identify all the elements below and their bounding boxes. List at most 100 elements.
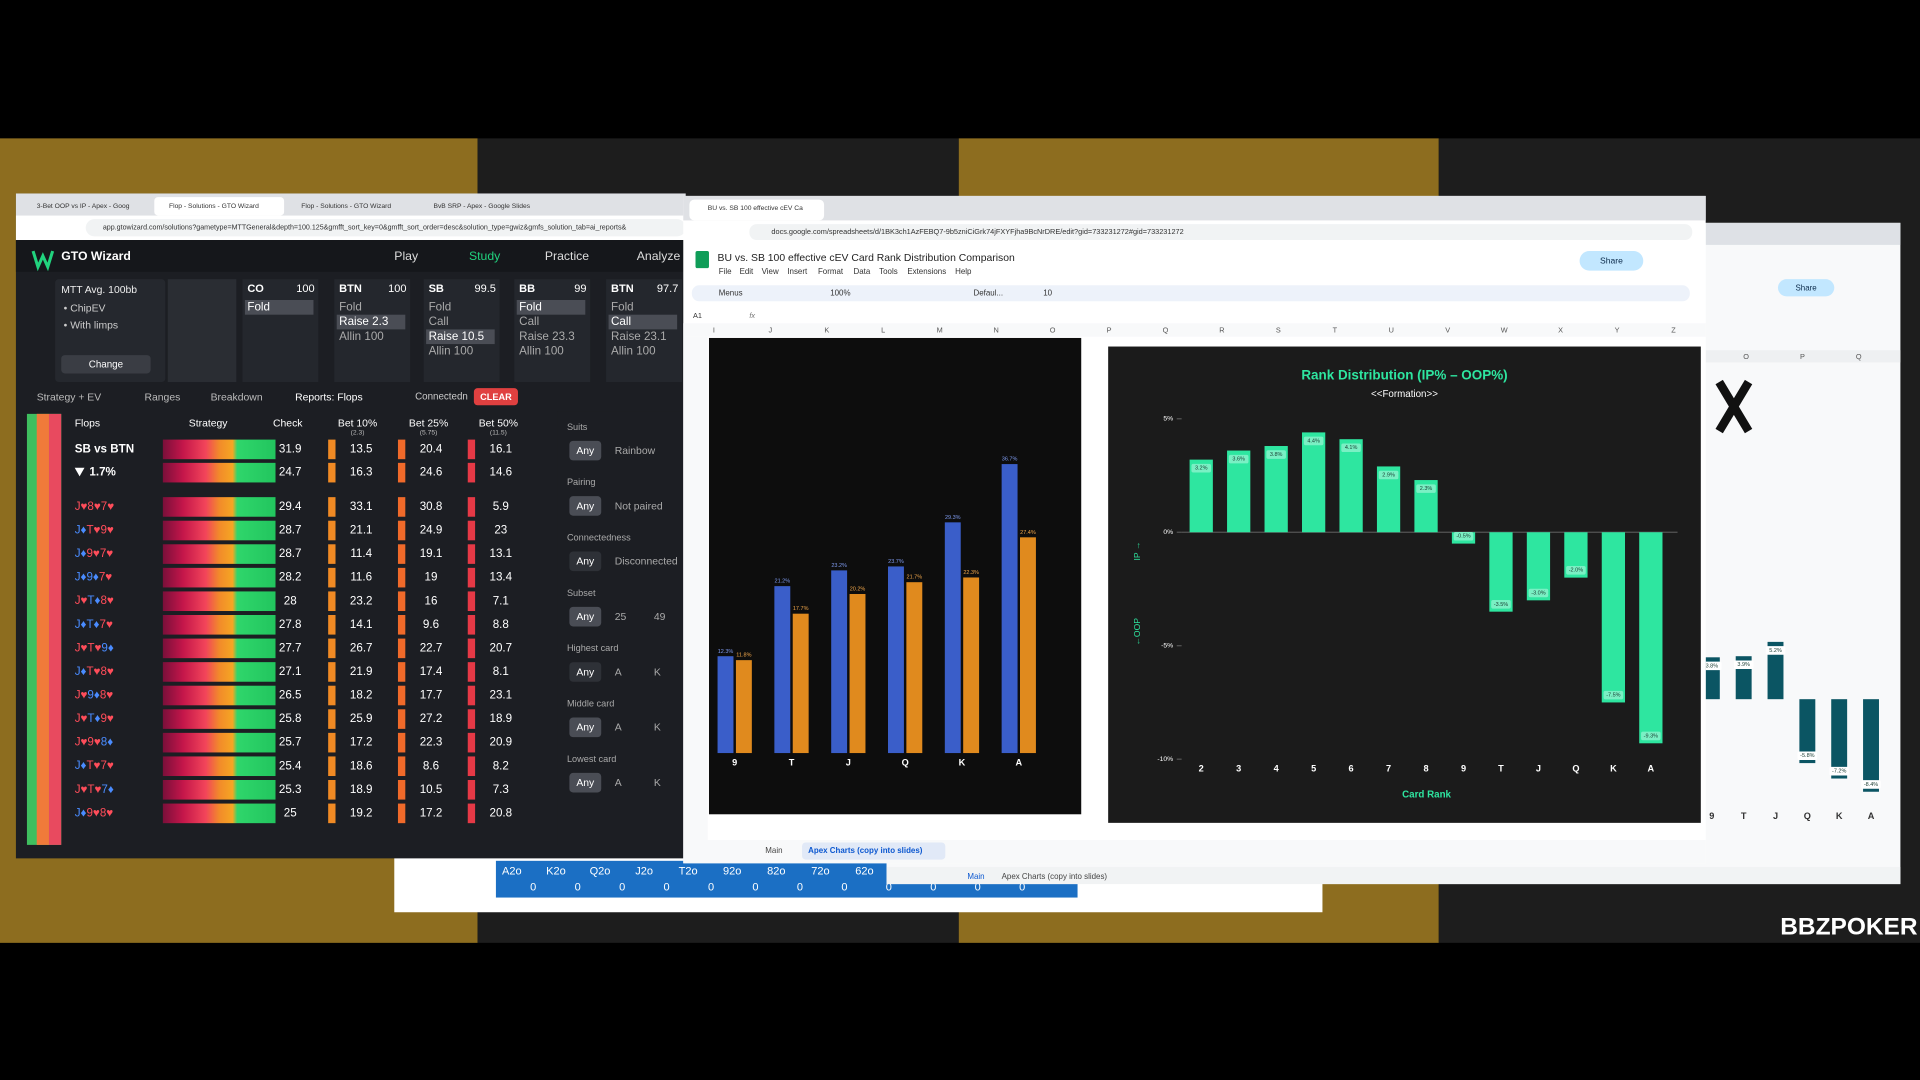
position-card[interactable] xyxy=(514,279,591,383)
action[interactable]: Call xyxy=(611,315,631,328)
menu-item[interactable]: Format xyxy=(818,267,844,276)
filter-option[interactable]: Any xyxy=(576,723,595,734)
filter-option[interactable]: A xyxy=(615,723,622,734)
action[interactable]: Call xyxy=(519,315,539,328)
cell-value: 18.2 xyxy=(350,689,373,702)
action[interactable]: Allin 100 xyxy=(519,345,564,358)
action-stripe xyxy=(467,520,476,541)
filter-option[interactable]: Any xyxy=(576,557,595,568)
sheet-tab[interactable]: Apex Charts (copy into slides) xyxy=(808,846,923,855)
menu-item[interactable]: Tools xyxy=(879,267,898,276)
filter-any[interactable] xyxy=(569,662,602,682)
toolbar-item[interactable]: Defaul... xyxy=(973,288,1003,297)
filter-option[interactable]: 49 xyxy=(654,612,666,623)
subnav-item[interactable]: Strategy + EV xyxy=(37,393,101,404)
filter-any[interactable] xyxy=(569,440,602,461)
subnav-item[interactable]: Breakdown xyxy=(211,393,263,404)
share-label[interactable]: Share xyxy=(1796,283,1818,292)
toolbar-item[interactable]: 100% xyxy=(830,288,850,297)
filter-option[interactable]: Any xyxy=(576,612,595,623)
url-box[interactable] xyxy=(85,219,686,237)
bar xyxy=(717,656,734,754)
share-button[interactable] xyxy=(1579,251,1644,271)
sheet-tab[interactable]: Main xyxy=(967,872,984,881)
change-label[interactable]: Change xyxy=(89,359,123,370)
tab-title[interactable]: Flop - Solutions - GTO Wizard xyxy=(169,203,259,210)
filter-any[interactable] xyxy=(569,772,602,793)
action[interactable]: Allin 100 xyxy=(429,345,474,358)
prev-column[interactable] xyxy=(167,279,237,383)
filter-any[interactable] xyxy=(569,606,602,627)
share-label[interactable]: Share xyxy=(1600,256,1623,266)
action-stripe xyxy=(397,638,406,659)
tab-title[interactable]: BvB SRP - Apex - Google Slides xyxy=(433,203,530,210)
x-tick-label: J xyxy=(1773,811,1778,821)
nav-item[interactable]: Practice xyxy=(545,249,589,263)
filter-option[interactable]: Any xyxy=(576,446,595,457)
cell-value: 8.2 xyxy=(493,759,509,772)
nav-item[interactable]: Play xyxy=(394,249,419,263)
active-sheet[interactable] xyxy=(802,842,946,860)
action[interactable]: Raise 2.3 xyxy=(339,315,388,328)
hand-label: K2o xyxy=(546,866,566,878)
position-card[interactable] xyxy=(606,279,683,383)
menu-item[interactable]: File xyxy=(719,267,732,276)
filter-option[interactable]: K xyxy=(654,723,661,734)
filter-any[interactable] xyxy=(569,496,602,516)
filter-option[interactable]: A xyxy=(615,778,622,789)
change-button[interactable] xyxy=(61,355,151,374)
action[interactable]: Fold xyxy=(519,300,542,313)
filter-option[interactable]: Any xyxy=(576,778,595,789)
position-card[interactable] xyxy=(242,279,319,383)
menu-item[interactable]: Extensions xyxy=(907,267,946,276)
action[interactable]: Fold xyxy=(611,300,634,313)
filter-option[interactable]: Any xyxy=(576,501,595,512)
filter-any[interactable] xyxy=(569,551,602,572)
action[interactable]: Fold xyxy=(247,300,270,313)
filter-option[interactable]: Not paired xyxy=(615,501,663,512)
bar xyxy=(1601,532,1626,703)
filter-any[interactable] xyxy=(569,717,602,738)
tab-title[interactable]: 3-Bet OOP vs IP - Apex - Goog xyxy=(37,203,130,210)
filter-option[interactable]: 25 xyxy=(615,612,627,623)
menu-item[interactable]: View xyxy=(762,267,779,276)
clear-button[interactable] xyxy=(473,388,518,406)
action[interactable]: Call xyxy=(429,315,449,328)
url-box[interactable] xyxy=(749,224,1693,240)
menu-item[interactable]: Insert xyxy=(787,267,808,276)
action[interactable]: Raise 23.1 xyxy=(611,330,667,343)
sheet-tab[interactable]: Apex Charts (copy into slides) xyxy=(1002,872,1108,881)
filter-option[interactable]: A xyxy=(615,667,622,678)
filter-option[interactable]: Rainbow xyxy=(615,446,656,457)
action[interactable]: Raise 23.3 xyxy=(519,330,575,343)
action[interactable]: Allin 100 xyxy=(339,330,384,343)
active-tab[interactable] xyxy=(154,197,285,216)
action-stripe xyxy=(397,662,406,682)
subnav-item[interactable]: Reports: Flops xyxy=(295,393,363,404)
active-tab[interactable] xyxy=(689,199,825,221)
action[interactable]: Allin 100 xyxy=(611,345,656,358)
sheet-tab[interactable]: Main xyxy=(765,846,782,855)
filter-option[interactable]: K xyxy=(654,667,661,678)
toolbar-item[interactable]: 10 xyxy=(1043,288,1052,297)
nav-item[interactable]: Study xyxy=(469,249,501,263)
tab-title[interactable]: Flop - Solutions - GTO Wizard xyxy=(301,203,391,210)
action[interactable]: Fold xyxy=(429,300,452,313)
tab-title[interactable]: BU vs. SB 100 effective cEV Ca xyxy=(708,205,803,212)
toolbar-item[interactable]: Menus xyxy=(719,288,743,297)
position-card[interactable] xyxy=(334,279,411,383)
share-button[interactable] xyxy=(1777,279,1835,297)
column-letter: Q xyxy=(1856,352,1862,361)
menu-item[interactable]: Data xyxy=(853,267,870,276)
filter-option[interactable]: Disconnected xyxy=(615,557,678,568)
cell-value: 25 xyxy=(284,806,297,819)
action[interactable]: Raise 10.5 xyxy=(429,330,485,343)
filter-option[interactable]: Any xyxy=(576,667,595,678)
action[interactable]: Fold xyxy=(339,300,362,313)
clear-label[interactable]: CLEAR xyxy=(480,392,512,402)
menu-item[interactable]: Edit xyxy=(740,267,754,276)
nav-item[interactable]: Analyze xyxy=(637,249,681,263)
subnav-item[interactable]: Ranges xyxy=(144,393,180,404)
menu-item[interactable]: Help xyxy=(955,267,972,276)
filter-option[interactable]: K xyxy=(654,778,661,789)
